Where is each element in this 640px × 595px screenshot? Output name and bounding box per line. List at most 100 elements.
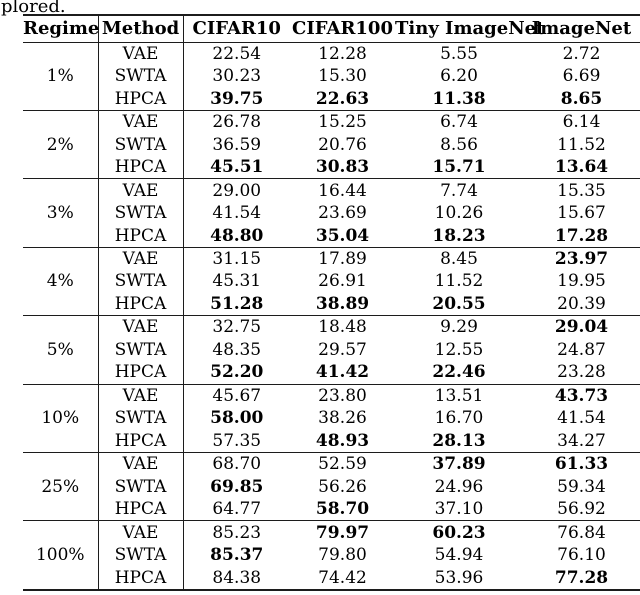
value-cell: 12.28 (318, 43, 367, 64)
table-row: 2% VAE 26.78 15.25 6.74 6.14 (23, 110, 640, 180)
value-cell: 24.96 (434, 476, 484, 497)
method-cell: HPCA (98, 429, 184, 454)
method-cell: HPCA (98, 155, 184, 180)
value-cell: 37.89 (432, 454, 486, 475)
method-cell: HPCA (98, 292, 184, 317)
value-cell: 6.69 (562, 66, 601, 87)
value-cell: 7.74 (440, 180, 478, 201)
table-row: SWTA 36.59 20.76 8.56 11.52 (23, 133, 640, 156)
table-row: HPCA 84.38 74.42 53.96 77.28 (23, 566, 640, 591)
value-cell: 38.26 (318, 408, 367, 429)
value-cell: 15.25 (318, 112, 367, 133)
value-cell: 18.23 (395, 224, 523, 248)
paragraph-fragment: plored. (1, 0, 66, 17)
value-cell: 51.28 (183, 292, 290, 317)
value-cell: 64.77 (183, 497, 290, 522)
column-header-tiny-imagenet: Tiny ImageNet (395, 14, 544, 43)
regime-cell: 3% (23, 178, 99, 248)
value-cell: 85.37 (210, 545, 264, 566)
table-row: 4% VAE 31.15 17.89 8.45 23.97 (23, 247, 640, 317)
column-header-cifar100: CIFAR100 (290, 14, 395, 43)
value-cell: 31.15 (212, 249, 262, 269)
value-cell: 11.38 (395, 87, 523, 111)
value-cell: 57.35 (183, 429, 290, 454)
value-cell: 26.91 (318, 271, 367, 292)
value-cell: 56.92 (523, 497, 640, 522)
value-cell: 35.04 (290, 224, 395, 248)
table-row: 10% VAE 45.67 23.80 13.51 43.73 (23, 384, 640, 454)
method-cell: VAE (98, 315, 184, 339)
value-cell: 52.59 (318, 454, 367, 475)
table-row: 1% VAE 22.54 12.28 5.55 2.72 (23, 42, 640, 111)
value-cell: 36.59 (212, 134, 262, 155)
column-header-regime: Regime (23, 14, 99, 43)
table-row: SWTA 48.35 29.57 12.55 24.87 (23, 338, 640, 362)
value-cell: 6.74 (440, 112, 478, 133)
value-cell: 69.85 (210, 476, 264, 497)
value-cell: 9.29 (440, 317, 478, 338)
value-cell: 11.52 (557, 134, 606, 155)
value-cell: 58.70 (290, 497, 395, 522)
value-cell: 13.51 (434, 385, 484, 406)
regime-group-4pct: 4% VAE 31.15 17.89 8.45 23.97 SWTA 45.31… (23, 247, 640, 317)
table-row: 3% VAE 29.00 16.44 7.74 15.35 (23, 178, 640, 248)
table-row: HPCA 52.20 41.42 22.46 23.28 (23, 361, 640, 385)
value-cell: 2.72 (562, 43, 601, 64)
value-cell: 17.89 (318, 249, 367, 269)
value-cell: 8.45 (440, 249, 478, 269)
regime-group-25pct: 25% VAE 68.70 52.59 37.89 61.33 SWTA 69.… (23, 452, 640, 522)
method-cell: VAE (98, 520, 184, 544)
value-cell: 29.57 (318, 339, 367, 360)
value-cell: 45.51 (183, 155, 290, 180)
value-cell: 45.31 (212, 271, 262, 292)
value-cell: 6.14 (562, 112, 601, 133)
value-cell: 85.23 (212, 522, 262, 543)
value-cell: 23.80 (318, 385, 367, 406)
method-cell: SWTA (98, 407, 184, 430)
regime-group-10pct: 10% VAE 45.67 23.80 13.51 43.73 SWTA 58.… (23, 384, 640, 454)
value-cell: 5.55 (440, 43, 478, 64)
value-cell: 6.20 (440, 66, 478, 87)
value-cell: 68.70 (212, 454, 262, 475)
method-cell: SWTA (98, 270, 184, 293)
value-cell: 37.10 (395, 497, 523, 522)
method-cell: VAE (98, 178, 184, 202)
value-cell: 45.67 (212, 385, 262, 406)
results-table: Regime Method CIFAR10 CIFAR100 Tiny Imag… (23, 14, 640, 592)
value-cell: 19.95 (557, 271, 606, 292)
table-row: SWTA 58.00 38.26 16.70 41.54 (23, 407, 640, 430)
table-row: 100% VAE 85.23 79.97 60.23 76.84 (23, 520, 640, 592)
value-cell: 16.44 (318, 180, 367, 201)
table-row: 5% VAE 32.75 18.48 9.29 29.04 (23, 315, 640, 385)
regime-cell: 5% (23, 315, 99, 385)
value-cell: 41.42 (290, 361, 395, 385)
method-cell: HPCA (98, 224, 184, 248)
regime-group-3pct: 3% VAE 29.00 16.44 7.74 15.35 SWTA 41.54… (23, 178, 640, 248)
method-cell: VAE (98, 110, 184, 134)
value-cell: 60.23 (432, 522, 486, 543)
regime-group-1pct: 1% VAE 22.54 12.28 5.55 2.72 SWTA 30.23 … (23, 42, 640, 111)
table-row: SWTA 45.31 26.91 11.52 19.95 (23, 270, 640, 293)
table-row: SWTA 30.23 15.30 6.20 6.69 (23, 64, 640, 88)
regime-cell: 1% (23, 42, 99, 111)
value-cell: 12.55 (434, 339, 484, 360)
value-cell: 23.69 (318, 203, 367, 224)
value-cell: 20.39 (523, 292, 640, 317)
method-cell: VAE (98, 452, 184, 476)
value-cell: 15.35 (557, 180, 606, 201)
value-cell: 79.80 (318, 545, 367, 566)
value-cell: 76.10 (557, 545, 606, 566)
value-cell: 15.71 (395, 155, 523, 180)
value-cell: 54.94 (434, 545, 484, 566)
value-cell: 48.93 (290, 429, 395, 454)
value-cell: 38.89 (290, 292, 395, 317)
column-header-method: Method (98, 14, 184, 43)
value-cell: 30.83 (290, 155, 395, 180)
method-cell: HPCA (98, 497, 184, 522)
value-cell: 32.75 (212, 317, 262, 338)
value-cell: 41.54 (557, 408, 606, 429)
value-cell: 22.63 (290, 87, 395, 111)
value-cell: 15.30 (318, 66, 367, 87)
value-cell: 16.70 (434, 408, 484, 429)
